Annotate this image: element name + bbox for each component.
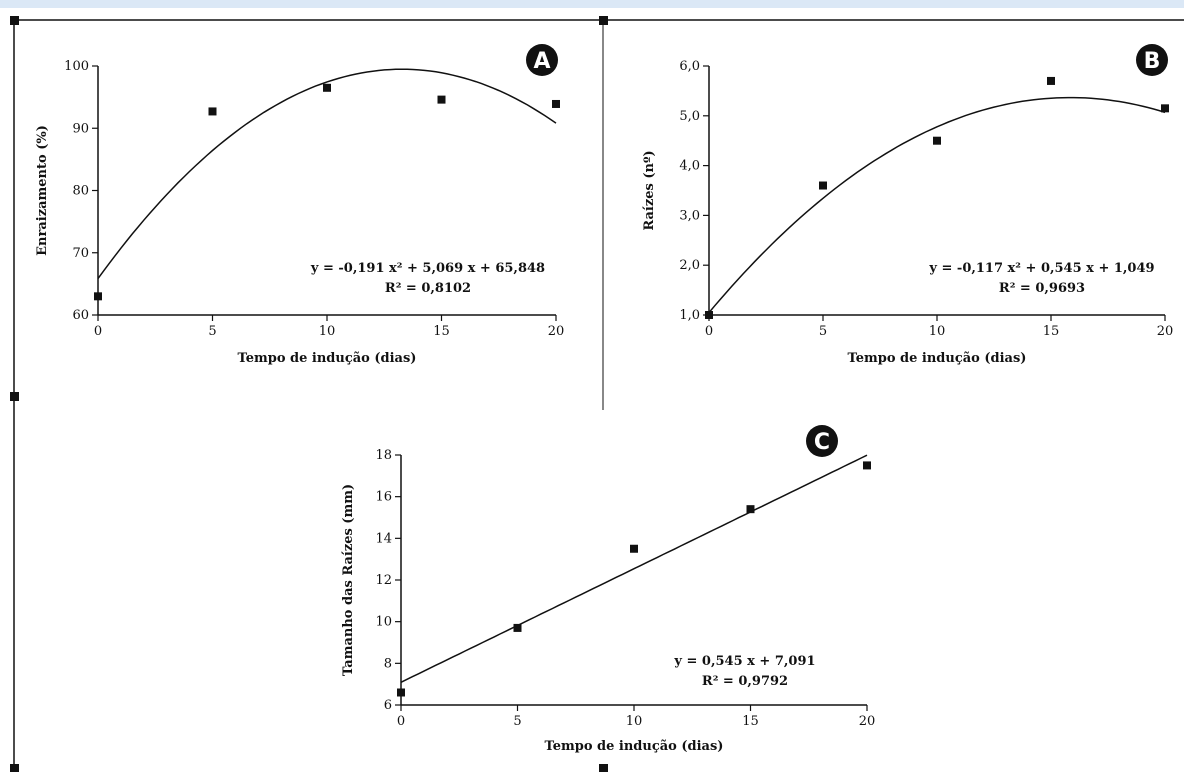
- x-tick-label: 5: [819, 324, 827, 339]
- panel-badge-label: A: [533, 49, 550, 74]
- panel-badge: [1136, 44, 1168, 76]
- y-tick-label: 2,0: [679, 258, 700, 273]
- panel-badge: [806, 425, 838, 457]
- regression-equation: y = -0,191 x² + 5,069 x + 65,848: [310, 261, 545, 276]
- y-tick-label: 8: [384, 656, 392, 671]
- x-tick-label: 0: [705, 324, 713, 339]
- y-tick-label: 60: [72, 308, 89, 323]
- y-tick-label: 12: [375, 573, 392, 588]
- y-tick-label: 5,0: [679, 109, 700, 124]
- x-tick-label: 15: [433, 324, 450, 339]
- x-tick-label: 5: [208, 324, 216, 339]
- data-point: [746, 505, 755, 514]
- y-tick-label: 6,0: [679, 59, 700, 74]
- y-tick-label: 100: [64, 59, 89, 74]
- y-tick-label: 18: [375, 448, 392, 463]
- panel-badge-label: B: [1144, 49, 1161, 74]
- data-point: [513, 623, 522, 632]
- y-tick-label: 4,0: [679, 159, 700, 174]
- r-squared: R² = 0,8102: [385, 281, 471, 296]
- y-tick-label: 6: [384, 698, 392, 713]
- y-tick-label: 80: [72, 184, 89, 199]
- y-tick-label: 70: [72, 246, 89, 261]
- trend-line: [708, 96, 1166, 314]
- x-axis-label: Tempo de indução (dias): [238, 351, 417, 366]
- y-tick-label: 10: [375, 615, 392, 630]
- y-tick-label: 1,0: [679, 308, 700, 323]
- data-point: [1161, 104, 1169, 113]
- data-point: [933, 136, 941, 145]
- x-tick-label: 15: [742, 714, 759, 729]
- x-tick-label: 20: [859, 714, 876, 729]
- y-tick-label: 3,0: [679, 208, 700, 223]
- data-point: [630, 544, 638, 553]
- x-axis-label: Tempo de indução (dias): [848, 351, 1027, 366]
- frame: [10, 16, 1184, 772]
- data-point: [552, 99, 560, 108]
- top-strip: [0, 0, 1184, 8]
- x-tick-label: 0: [94, 324, 102, 339]
- x-tick-label: 10: [929, 324, 946, 339]
- x-tick-label: 20: [1157, 324, 1174, 339]
- trend-line: [97, 68, 557, 280]
- data-point: [397, 688, 405, 697]
- data-point: [208, 107, 217, 116]
- data-point: [705, 311, 713, 319]
- x-tick-label: 10: [626, 714, 643, 729]
- panel-c: 6 8 10 12 14 16 18 0 5 10 15 20 Tempo de indução (di…: [341, 425, 875, 754]
- r-squared: R² = 0,9792: [702, 674, 788, 689]
- panel-b: 1,0 2,0 3,0 4,0 5,0 6,0 0 5 10 15 20 Tempo de induç…: [642, 44, 1173, 366]
- panel-a: 60 70 80 90 100 0 5 10 15 20 Tempo de indução (dia…: [35, 44, 564, 366]
- x-tick-label: 20: [548, 324, 565, 339]
- panel-badge: [526, 44, 558, 76]
- regression-equation: y = 0,545 x + 7,091: [673, 654, 815, 669]
- y-axis-label: Tamanho das Raízes (mm): [341, 484, 356, 676]
- x-tick-label: 10: [319, 324, 336, 339]
- data-point: [1047, 76, 1055, 85]
- x-tick-label: 15: [1043, 324, 1060, 339]
- trend-line: [400, 454, 868, 683]
- panel-badge-label: C: [814, 430, 830, 455]
- regression-equation: y = -0,117 x² + 0,545 x + 1,049: [928, 261, 1154, 276]
- data-point: [323, 83, 331, 92]
- y-tick-label: 90: [72, 121, 89, 136]
- y-tick-label: 14: [375, 531, 392, 546]
- data-point: [819, 181, 827, 190]
- data-point: [94, 292, 102, 301]
- data-point: [437, 95, 446, 104]
- y-tick-label: 16: [375, 490, 392, 505]
- r-squared: R² = 0,9693: [999, 281, 1085, 296]
- y-axis-label: Enraizamento (%): [35, 125, 50, 256]
- data-point: [863, 461, 871, 470]
- y-axis-label: Raízes (nº): [642, 150, 657, 230]
- x-tick-label: 5: [513, 714, 521, 729]
- x-tick-label: 0: [397, 714, 405, 729]
- x-axis-label: Tempo de indução (dias): [545, 739, 724, 754]
